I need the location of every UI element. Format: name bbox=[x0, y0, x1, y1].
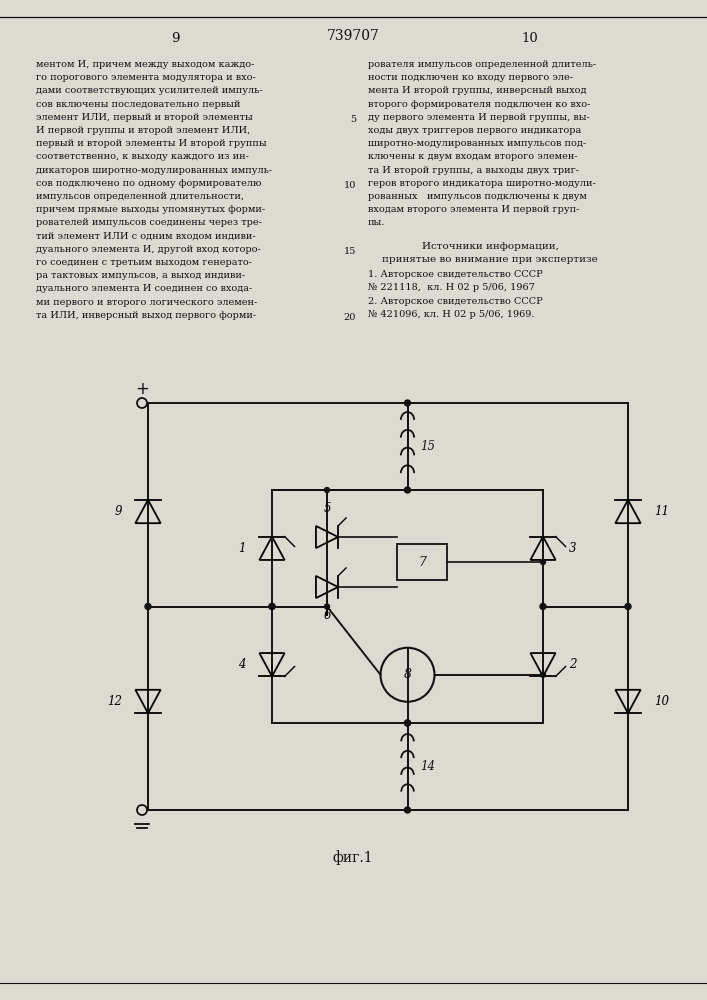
Text: дуального элемента И, другой вход которо-: дуального элемента И, другой вход которо… bbox=[36, 245, 261, 254]
Text: № 421096, кл. Н 02 р 5/06, 1969.: № 421096, кл. Н 02 р 5/06, 1969. bbox=[368, 310, 534, 319]
Bar bbox=[397, 544, 447, 580]
Text: дуального элемента И соединен со входа-: дуального элемента И соединен со входа- bbox=[36, 284, 252, 293]
Circle shape bbox=[145, 603, 151, 609]
Text: 10: 10 bbox=[522, 31, 538, 44]
Text: И первой группы и второй элемент ИЛИ,: И первой группы и второй элемент ИЛИ, bbox=[36, 126, 250, 135]
Text: 9: 9 bbox=[115, 505, 122, 518]
Text: 14: 14 bbox=[421, 760, 436, 773]
Text: рователя импульсов определенной длитель-: рователя импульсов определенной длитель- bbox=[368, 60, 596, 69]
Circle shape bbox=[404, 400, 411, 406]
Text: первый и второй элементы И второй группы: первый и второй элементы И второй группы bbox=[36, 139, 267, 148]
Text: ду первого элемента И первой группы, вы-: ду первого элемента И первой группы, вы- bbox=[368, 113, 590, 122]
Text: принятые во внимание при экспертизе: принятые во внимание при экспертизе bbox=[382, 255, 598, 264]
Text: тий элемент ИЛИ с одним входом индиви-: тий элемент ИЛИ с одним входом индиви- bbox=[36, 232, 256, 241]
Text: ключены к двум входам второго элемен-: ключены к двум входам второго элемен- bbox=[368, 152, 578, 161]
Text: 3: 3 bbox=[569, 542, 576, 555]
Text: фиг.1: фиг.1 bbox=[333, 851, 373, 865]
Circle shape bbox=[404, 720, 411, 726]
Circle shape bbox=[404, 487, 411, 493]
Text: ми первого и второго логического элемен-: ми первого и второго логического элемен- bbox=[36, 298, 257, 307]
Text: дикаторов широтно-модулированных импуль-: дикаторов широтно-модулированных импуль- bbox=[36, 166, 272, 175]
Text: 12: 12 bbox=[107, 695, 122, 708]
Text: Источники информации,: Источники информации, bbox=[421, 242, 559, 251]
Text: 9: 9 bbox=[171, 31, 180, 44]
Text: 6: 6 bbox=[323, 609, 331, 622]
Text: 2. Авторское свидетельство СССР: 2. Авторское свидетельство СССР bbox=[368, 297, 543, 306]
Text: 7: 7 bbox=[418, 556, 426, 568]
Text: дами соответствующих усилителей импуль-: дами соответствующих усилителей импуль- bbox=[36, 86, 262, 95]
Text: рователей импульсов соединены через тре-: рователей импульсов соединены через тре- bbox=[36, 218, 262, 227]
Text: 11: 11 bbox=[654, 505, 669, 518]
Text: 1: 1 bbox=[238, 542, 246, 555]
Text: соответственно, к выходу каждого из ин-: соответственно, к выходу каждого из ин- bbox=[36, 152, 249, 161]
Circle shape bbox=[269, 603, 275, 609]
Text: второго формирователя подключен ко вхо-: второго формирователя подключен ко вхо- bbox=[368, 100, 590, 109]
Text: 20: 20 bbox=[344, 313, 356, 322]
Text: 5: 5 bbox=[350, 115, 356, 124]
Text: 1. Авторское свидетельство СССР: 1. Авторское свидетельство СССР bbox=[368, 270, 543, 279]
Text: 10: 10 bbox=[344, 181, 356, 190]
Text: го порогового элемента модулятора и вхо-: го порогового элемента модулятора и вхо- bbox=[36, 73, 256, 82]
Circle shape bbox=[269, 603, 275, 609]
Text: мента И второй группы, инверсный выход: мента И второй группы, инверсный выход bbox=[368, 86, 587, 95]
Text: геров второго индикатора широтно-модули-: геров второго индикатора широтно-модули- bbox=[368, 179, 596, 188]
Text: элемент ИЛИ, первый и второй элементы: элемент ИЛИ, первый и второй элементы bbox=[36, 113, 252, 122]
Text: 15: 15 bbox=[344, 247, 356, 256]
Text: 739707: 739707 bbox=[327, 29, 380, 43]
Circle shape bbox=[625, 603, 631, 609]
Text: широтно-модулированных импульсов под-: широтно-модулированных импульсов под- bbox=[368, 139, 586, 148]
Circle shape bbox=[325, 488, 329, 492]
Circle shape bbox=[404, 720, 411, 726]
Text: ности подключен ко входу первого эле-: ности подключен ко входу первого эле- bbox=[368, 73, 573, 82]
Text: сов подключено по одному формирователю: сов подключено по одному формирователю bbox=[36, 179, 262, 188]
Circle shape bbox=[325, 604, 329, 609]
Text: входам второго элемента И первой груп-: входам второго элемента И первой груп- bbox=[368, 205, 579, 214]
Text: 8: 8 bbox=[404, 668, 411, 681]
Text: 15: 15 bbox=[421, 440, 436, 453]
Circle shape bbox=[540, 560, 546, 564]
Text: ра тактовых импульсов, а выход индиви-: ра тактовых импульсов, а выход индиви- bbox=[36, 271, 245, 280]
Text: пы.: пы. bbox=[368, 218, 385, 227]
Text: та ИЛИ, инверсный выход первого форми-: та ИЛИ, инверсный выход первого форми- bbox=[36, 311, 256, 320]
Text: импульсов определенной длительности,: импульсов определенной длительности, bbox=[36, 192, 244, 201]
Text: ходы двух триггеров первого индикатора: ходы двух триггеров первого индикатора bbox=[368, 126, 581, 135]
Circle shape bbox=[540, 672, 546, 677]
Text: +: + bbox=[135, 380, 149, 398]
Circle shape bbox=[404, 807, 411, 813]
Text: сов включены последовательно первый: сов включены последовательно первый bbox=[36, 100, 240, 109]
Text: го соединен с третьим выходом генерато-: го соединен с третьим выходом генерато- bbox=[36, 258, 252, 267]
Circle shape bbox=[540, 603, 546, 609]
Text: рованных   импульсов подключены к двум: рованных импульсов подключены к двум bbox=[368, 192, 587, 201]
Text: причем прямые выходы упомянутых форми-: причем прямые выходы упомянутых форми- bbox=[36, 205, 265, 214]
Text: 4: 4 bbox=[238, 658, 246, 671]
Text: 10: 10 bbox=[654, 695, 669, 708]
Text: 2: 2 bbox=[569, 658, 576, 671]
Text: № 221118,  кл. Н 02 р 5/06, 1967: № 221118, кл. Н 02 р 5/06, 1967 bbox=[368, 283, 535, 292]
Text: та И второй группы, а выходы двух триг-: та И второй группы, а выходы двух триг- bbox=[368, 166, 579, 175]
Text: ментом И, причем между выходом каждо-: ментом И, причем между выходом каждо- bbox=[36, 60, 255, 69]
Text: 5: 5 bbox=[323, 502, 331, 515]
